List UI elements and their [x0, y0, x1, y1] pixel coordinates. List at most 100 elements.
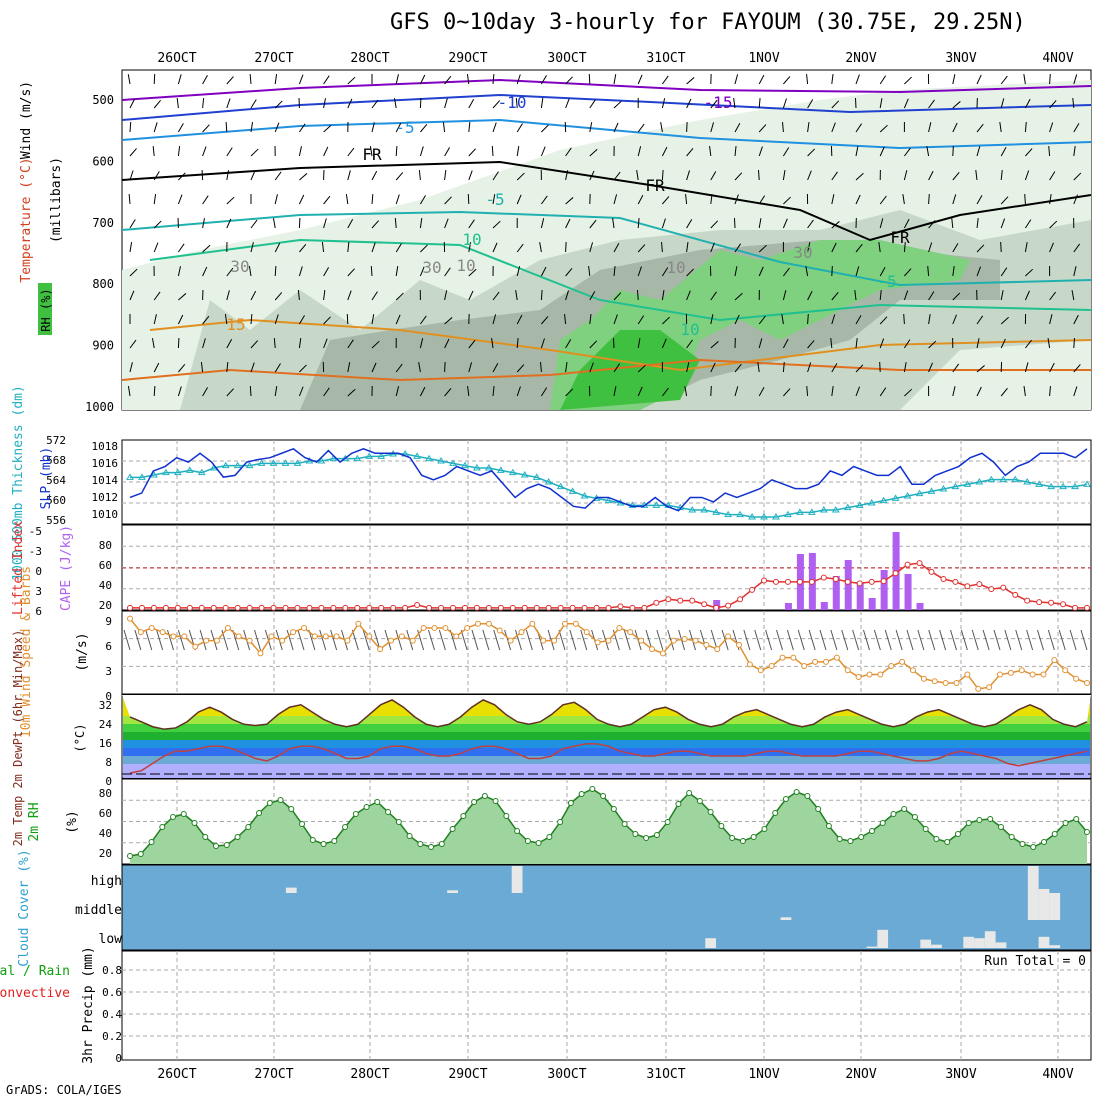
rh-line-point — [202, 834, 209, 840]
top-tick-label: 1NOV — [748, 51, 779, 66]
wind-barb — [1023, 74, 1026, 85]
wind-barb — [345, 194, 349, 205]
wind-barb — [686, 242, 689, 253]
wind-barb — [274, 314, 279, 325]
wind-barb — [177, 194, 183, 205]
wind-barb — [637, 386, 643, 397]
wind-speed-line-point — [518, 629, 525, 636]
wind-barb — [226, 339, 233, 349]
run-total-label: Run Total = 0 — [984, 954, 1086, 969]
wind-barb — [758, 387, 765, 397]
wind-barb — [637, 146, 642, 157]
lifted-index-line-point — [581, 604, 588, 611]
surface-wind-barb — [830, 629, 838, 651]
thickness-line-point — [891, 494, 900, 501]
lifted-index-line-point — [940, 576, 947, 583]
wind-barb — [492, 291, 500, 301]
rh-line-point — [471, 799, 478, 805]
wind-barb — [637, 364, 646, 373]
wind-speed-line-point — [768, 663, 775, 670]
wind-barb — [807, 340, 815, 349]
wind-barb — [274, 292, 283, 301]
rh-line-point — [1019, 841, 1026, 847]
lifted-index-line-point — [796, 578, 803, 585]
wind-barb — [226, 218, 232, 229]
pressure-tick: 800 — [92, 277, 114, 291]
surface-wind-barb — [928, 629, 936, 651]
cloud-bar-low — [1038, 936, 1050, 948]
wind-barb — [1024, 219, 1032, 229]
wind-barb — [952, 74, 956, 85]
lifted-index-line-point — [988, 586, 995, 593]
thickness-line-point — [173, 468, 182, 476]
wind-barb — [928, 193, 930, 205]
lifted-index-line-point — [1084, 604, 1090, 611]
surface-wind-barb — [123, 629, 131, 651]
wind-barb — [516, 172, 525, 181]
wind-barb — [516, 146, 520, 157]
wind-barb — [1024, 193, 1026, 205]
wind-speed-line-point — [725, 633, 732, 640]
cloud-bar-low — [984, 931, 996, 948]
thickness-line-point — [867, 499, 876, 506]
wind-barb — [541, 124, 549, 133]
rh-line-point — [127, 853, 133, 859]
wind-barb — [1000, 241, 1002, 253]
wind-barb — [298, 217, 301, 229]
thickness-line-point — [556, 482, 565, 490]
thickness-line-point — [484, 464, 493, 471]
wind-speed-line-point — [779, 654, 786, 661]
lifted-index-line-point — [1024, 597, 1031, 604]
temp-line — [129, 699, 1088, 730]
wind-speed-line-point — [1040, 671, 1047, 678]
wind-barb — [928, 242, 933, 253]
pressure-tick: 500 — [92, 93, 114, 107]
wind-barb — [734, 363, 742, 373]
thickness-line-point — [688, 506, 697, 513]
lifted-index-line-point — [174, 604, 181, 611]
wind-barb — [976, 74, 982, 85]
wind-barb — [903, 218, 910, 229]
thickness-line-point — [150, 471, 158, 478]
wind-barb — [323, 387, 330, 397]
wind-barb — [686, 77, 695, 85]
thickness-line-point — [544, 478, 553, 485]
cape-axis-label: CAPE (J/kg) — [59, 525, 74, 611]
cloud-bar-high — [1027, 866, 1039, 893]
wind-barb — [516, 266, 521, 277]
lifted-index-line-point — [150, 604, 157, 611]
wind-barb — [492, 220, 501, 229]
rh-line-point — [944, 839, 951, 845]
cape-bar — [868, 598, 876, 610]
wind-barb — [129, 98, 135, 109]
wind-barb — [540, 98, 544, 109]
rh-line-point — [309, 837, 316, 843]
rh-line-point — [438, 841, 445, 847]
wind-barb — [395, 74, 399, 85]
surface-wind-barb — [330, 629, 338, 651]
wind-barb — [129, 339, 137, 349]
rh-line-point — [718, 823, 725, 829]
wind-barb — [879, 195, 887, 205]
lifted-index-line-point — [461, 604, 468, 611]
wind-barb — [492, 242, 498, 253]
wind-speed-line-point — [616, 624, 623, 631]
slp-tick: 1018 — [92, 440, 119, 453]
wind-barb — [855, 146, 859, 157]
wind-barb — [1049, 291, 1057, 301]
rh-line-point — [954, 831, 961, 837]
wind-barb — [202, 266, 208, 277]
thickness-line-point — [879, 496, 888, 504]
wind-barb — [274, 194, 278, 205]
precip-axis-label: 3hr Precip (mm) — [81, 946, 96, 1063]
temp-tick: 32 — [99, 699, 112, 712]
wind-barb — [395, 122, 402, 133]
wind-barb — [879, 75, 887, 85]
wind-barb — [226, 388, 234, 397]
cape-bar — [784, 603, 792, 610]
cloud-bar-low — [920, 939, 932, 948]
lifted-index-line-point — [964, 583, 971, 590]
cape-bar — [820, 602, 828, 610]
wind-barb — [661, 267, 669, 277]
temp-color-band — [123, 756, 1090, 764]
